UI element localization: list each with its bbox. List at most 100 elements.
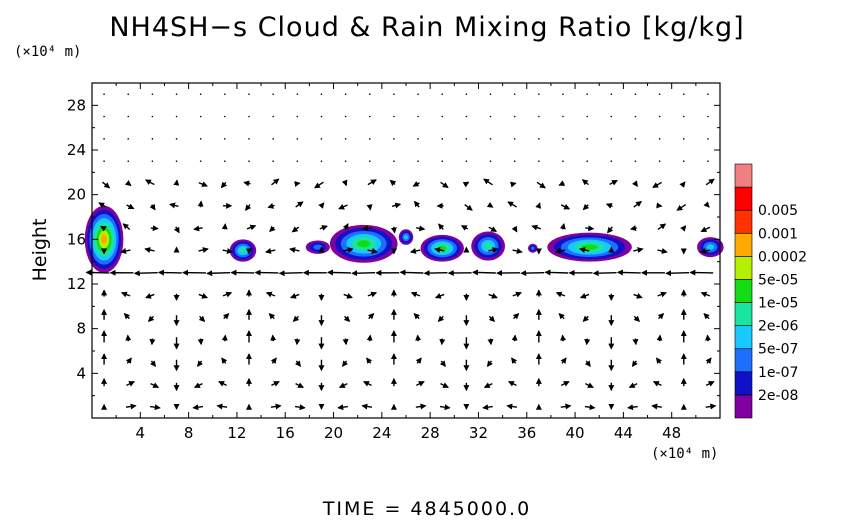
x-tick-label: 12 [227, 424, 246, 442]
wind-vector [628, 407, 638, 408]
vector-dot [635, 93, 637, 95]
wind-vector [273, 335, 274, 341]
wind-vector [594, 273, 617, 274]
wind-vector [394, 227, 395, 233]
wind-vector [126, 406, 136, 407]
vector-dot [417, 93, 419, 95]
colorbar-label: 2e-08 [758, 388, 798, 404]
wind-vector [654, 382, 662, 386]
wind-vector [515, 335, 516, 341]
wind-vector [124, 314, 129, 319]
wind-vector [701, 227, 710, 231]
wind-vector [631, 228, 637, 229]
vector-dot [297, 160, 299, 162]
vector-dot [369, 116, 371, 118]
vector-dot [611, 160, 613, 162]
wind-vector [440, 384, 448, 388]
colorbar-swatch [735, 349, 752, 372]
wind-vector [633, 249, 642, 251]
wind-vector [545, 272, 568, 273]
vector-dot [586, 160, 588, 162]
wind-vector [635, 339, 636, 345]
wind-vector [583, 180, 589, 185]
wind-vector [290, 249, 299, 251]
wind-vector [462, 226, 468, 229]
wind-vector [296, 361, 300, 366]
wind-vector [559, 314, 564, 319]
wind-vector [586, 361, 590, 366]
colorbar-label: 0.0002 [758, 249, 807, 265]
cloud-patch [531, 247, 535, 250]
vector-dot [538, 160, 540, 162]
wind-vector [608, 227, 613, 233]
vector-dot [683, 138, 685, 140]
vector-dot [272, 116, 274, 118]
wind-vector [484, 179, 493, 185]
x-tick-label: 4 [136, 424, 146, 442]
wind-vector [441, 361, 445, 366]
wind-vector [508, 202, 517, 207]
wind-vector [707, 358, 711, 363]
wind-vector [683, 182, 684, 184]
wind-vector [557, 293, 565, 296]
colorbar-swatch [735, 372, 752, 395]
wind-vector [412, 293, 420, 296]
wind-vector [121, 250, 130, 252]
wind-vector [563, 224, 564, 229]
wind-vector [344, 294, 352, 297]
vector-dot [393, 93, 395, 95]
wind-vector [706, 382, 714, 386]
vector-dot [297, 116, 299, 118]
vector-dot [152, 116, 154, 118]
vector-dot [466, 138, 468, 140]
wind-vector [473, 272, 496, 273]
wind-vector [295, 407, 305, 408]
wind-vector [488, 361, 492, 366]
vector-dot [103, 160, 105, 162]
wind-vector [390, 180, 395, 184]
x-tick-label: 16 [276, 424, 295, 442]
cloud-field [85, 206, 724, 273]
wind-vector [658, 314, 663, 319]
wind-vector [441, 182, 448, 187]
wind-vector [194, 228, 202, 229]
cloud-patch [101, 234, 107, 244]
vector-dot [248, 160, 250, 162]
wind-vector [222, 182, 226, 187]
wind-vector [199, 249, 208, 251]
vector-dot [200, 93, 202, 95]
wind-vector [632, 361, 636, 366]
vector-dot [176, 160, 178, 162]
vector-dot [707, 138, 709, 140]
wind-vector [653, 182, 662, 187]
wind-vector [537, 182, 545, 188]
colorbar-label: 0.001 [758, 226, 798, 242]
wind-vector [151, 361, 155, 366]
vector-dot [514, 93, 516, 95]
vector-dot [490, 93, 492, 95]
wind-vector [417, 358, 421, 363]
vector-dot [441, 160, 443, 162]
vector-dot [200, 138, 202, 140]
wind-vector [509, 382, 517, 386]
wind-vector [658, 293, 666, 296]
wind-vector [561, 382, 569, 386]
vector-dot [514, 138, 516, 140]
wind-vector [170, 204, 178, 206]
wind-vector [127, 183, 130, 186]
vector-dot [466, 93, 468, 95]
vector-dot [345, 160, 347, 162]
y-tick-label: 20 [67, 186, 86, 204]
vector-dot [272, 138, 274, 140]
wind-vector [438, 316, 443, 321]
wind-vector [370, 205, 371, 210]
vector-dot [659, 116, 661, 118]
wind-vector [400, 272, 423, 273]
wind-vector [392, 204, 400, 206]
wind-vector [199, 294, 207, 297]
wind-vector [583, 316, 588, 321]
vector-dot [176, 116, 178, 118]
wind-vector [657, 250, 666, 252]
colorbar-label: 1e-07 [758, 365, 798, 381]
